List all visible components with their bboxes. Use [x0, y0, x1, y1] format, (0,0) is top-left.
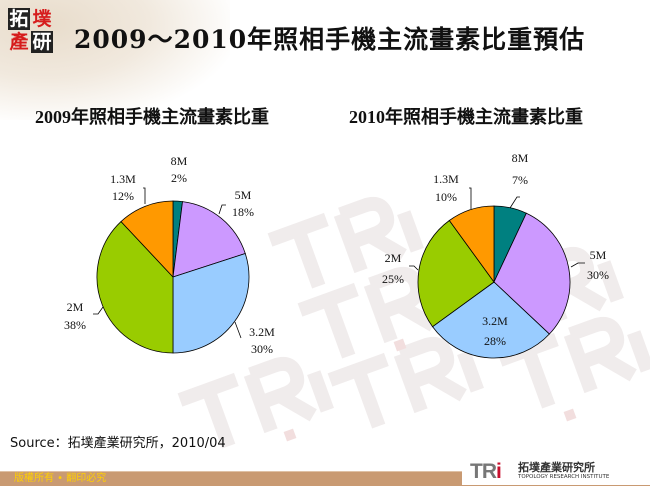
tri-logo-tr: TR	[470, 460, 497, 483]
label-2009-2m-pct: 38%	[64, 318, 86, 332]
label-2010-8m-name: 8M	[512, 151, 529, 165]
label-2010-1-3m-name: 1.3M	[433, 172, 459, 186]
logo-char: 拓	[8, 8, 30, 30]
page-title: 2009～2010年照相手機主流畫素比重預估	[74, 25, 586, 54]
label-2010-8m-pct: 7%	[512, 173, 528, 187]
slice-1-3m	[448, 205, 495, 284]
chart-title-2010: 2010年照相手機主流畫素比重	[349, 107, 583, 127]
label-2009-8m-pct: 2%	[171, 171, 187, 185]
label-2010-2m-name: 2M	[385, 251, 402, 265]
slice-2m	[96, 221, 174, 354]
label-2009-3-2m-name: 3.2M	[249, 325, 275, 339]
tri-logo-block: 拓 墣 產 研	[8, 8, 54, 54]
brand-name-english: TOPOLOGY RESEARCH INSTITUTE	[518, 474, 610, 480]
slice-2m	[417, 219, 495, 328]
chart-title-2009: 2009年照相手機主流畫素比重	[35, 107, 269, 127]
label-2009-3-2m-pct: 30%	[251, 342, 273, 356]
slice-3-2m	[431, 281, 550, 359]
copyright-text: 版權所有 • 翻印必究	[14, 473, 107, 484]
leader-lines-2010	[409, 187, 585, 271]
slice-5m	[172, 201, 246, 278]
label-2009-1-3m-pct: 12%	[112, 189, 134, 203]
label-2010-5m-name: 5M	[590, 248, 607, 262]
pie-2009	[96, 200, 250, 354]
logo-char: 研	[31, 31, 53, 53]
pie-2010	[417, 205, 571, 359]
label-2010-2m-pct: 25%	[382, 272, 404, 286]
logo-char: 墣	[32, 8, 52, 30]
map-background	[0, 0, 230, 120]
label-2009-8m-name: 8M	[171, 154, 188, 168]
label-2009-1-3m-name: 1.3M	[110, 172, 136, 186]
label-2009-5m-name: 5M	[235, 188, 252, 202]
label-2009-2m-name: 2M	[67, 300, 84, 314]
tri-brand-logo: TRi 拓墣產業研究所 TOPOLOGY RESEARCH INSTITUTE	[462, 457, 650, 485]
logo-char: 產	[9, 31, 29, 53]
tri-logo-mark: TRi	[470, 460, 502, 484]
label-2010-5m-pct: 30%	[587, 268, 609, 282]
label-2009-5m-pct: 18%	[232, 205, 254, 219]
label-2010-3-2m-pct: 28%	[484, 334, 506, 348]
leader-lines-2009	[93, 187, 242, 339]
source-note: Source：拓墣產業研究所，2010/04	[10, 436, 226, 451]
slice-1-3m	[120, 200, 174, 279]
tri-logo-i: i	[496, 460, 502, 483]
label-2010-3-2m-name: 3.2M	[482, 314, 508, 328]
brand-name-chinese: 拓墣產業研究所	[518, 461, 595, 474]
slice-3-2m	[172, 253, 250, 354]
slice-5m	[493, 212, 571, 335]
label-2010-1-3m-pct: 10%	[435, 190, 457, 204]
